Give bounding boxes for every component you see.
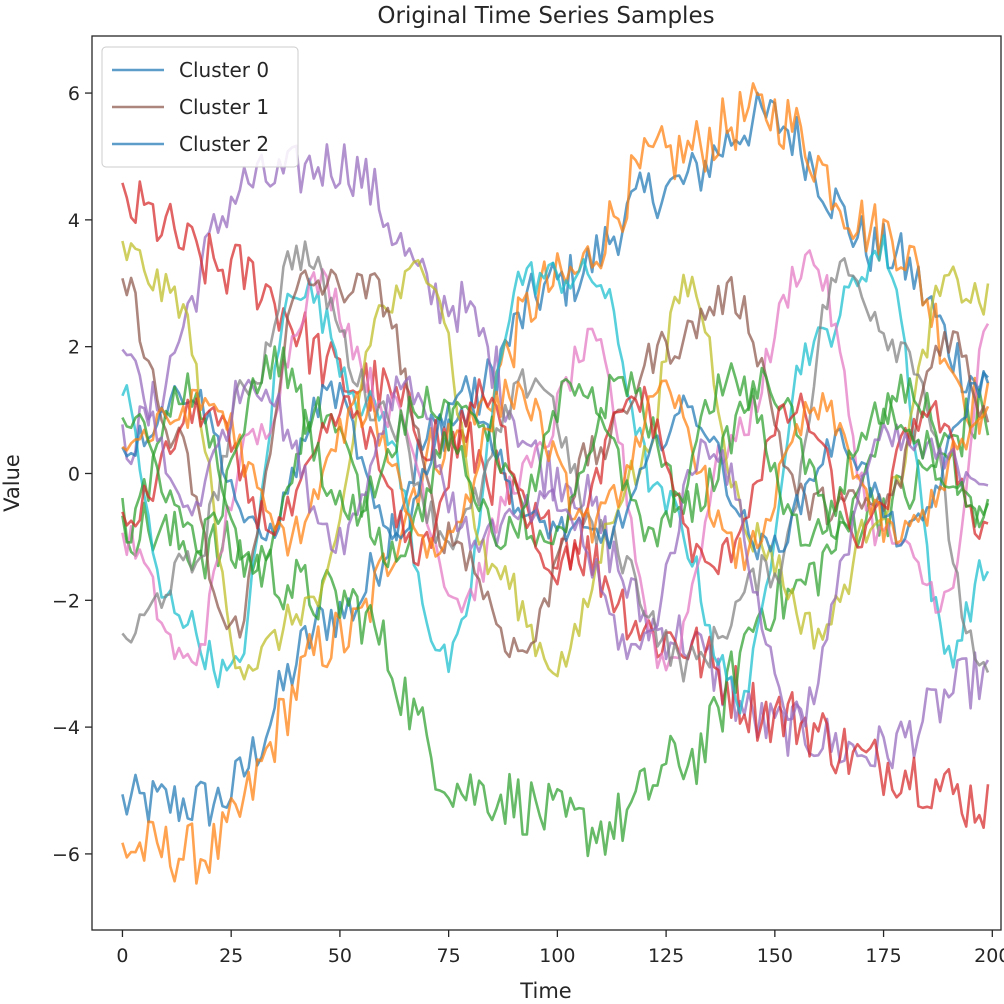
series-line-10 [121, 369, 990, 561]
x-tick-label: 50 [328, 945, 352, 967]
chart-title: Original Time Series Samples [377, 3, 714, 29]
legend-frame [101, 46, 299, 168]
x-tick-label: 200 [974, 945, 1004, 967]
y-tick-label: −6 [52, 844, 80, 866]
plot-frame [91, 35, 1002, 931]
x-tick-label: 75 [437, 945, 461, 967]
series-line-7 [121, 240, 990, 681]
legend-label: Cluster 2 [179, 132, 269, 156]
y-tick-label: 6 [68, 83, 80, 105]
x-tick-label: 150 [757, 945, 793, 967]
y-tick-label: 2 [68, 337, 80, 359]
x-tick-label: 125 [648, 945, 684, 967]
series-line-14 [121, 348, 989, 728]
series-line-11 [121, 366, 990, 575]
x-tick-label: 25 [219, 945, 243, 967]
y-tick-label: 4 [68, 210, 80, 232]
series-line-15 [121, 345, 990, 557]
series-layer [121, 82, 990, 885]
y-tick-label: −2 [52, 590, 80, 612]
series-line-13 [121, 378, 990, 572]
series-line-2 [121, 143, 990, 770]
legend-label: Cluster 0 [179, 58, 269, 82]
series-line-8 [121, 240, 990, 683]
legend-label: Cluster 1 [179, 95, 269, 119]
series-line-12 [121, 378, 989, 586]
x-tick-label: 100 [539, 945, 575, 967]
y-tick-label: 0 [68, 463, 80, 485]
x-axis: 0 25 50 75 100 125 150 175 200 [116, 930, 1004, 967]
series-line-3 [121, 180, 990, 830]
x-tick-label: 0 [116, 945, 128, 967]
y-axis: −6 −4 −2 0 2 4 6 [52, 83, 92, 866]
legend: Cluster 0 Cluster 1 Cluster 2 [101, 46, 299, 168]
x-tick-label: 175 [865, 945, 901, 967]
y-axis-label: Value [0, 454, 24, 512]
series-line-5 [121, 234, 990, 715]
y-tick-label: −4 [52, 717, 80, 739]
x-axis-label: Time [519, 979, 571, 1003]
